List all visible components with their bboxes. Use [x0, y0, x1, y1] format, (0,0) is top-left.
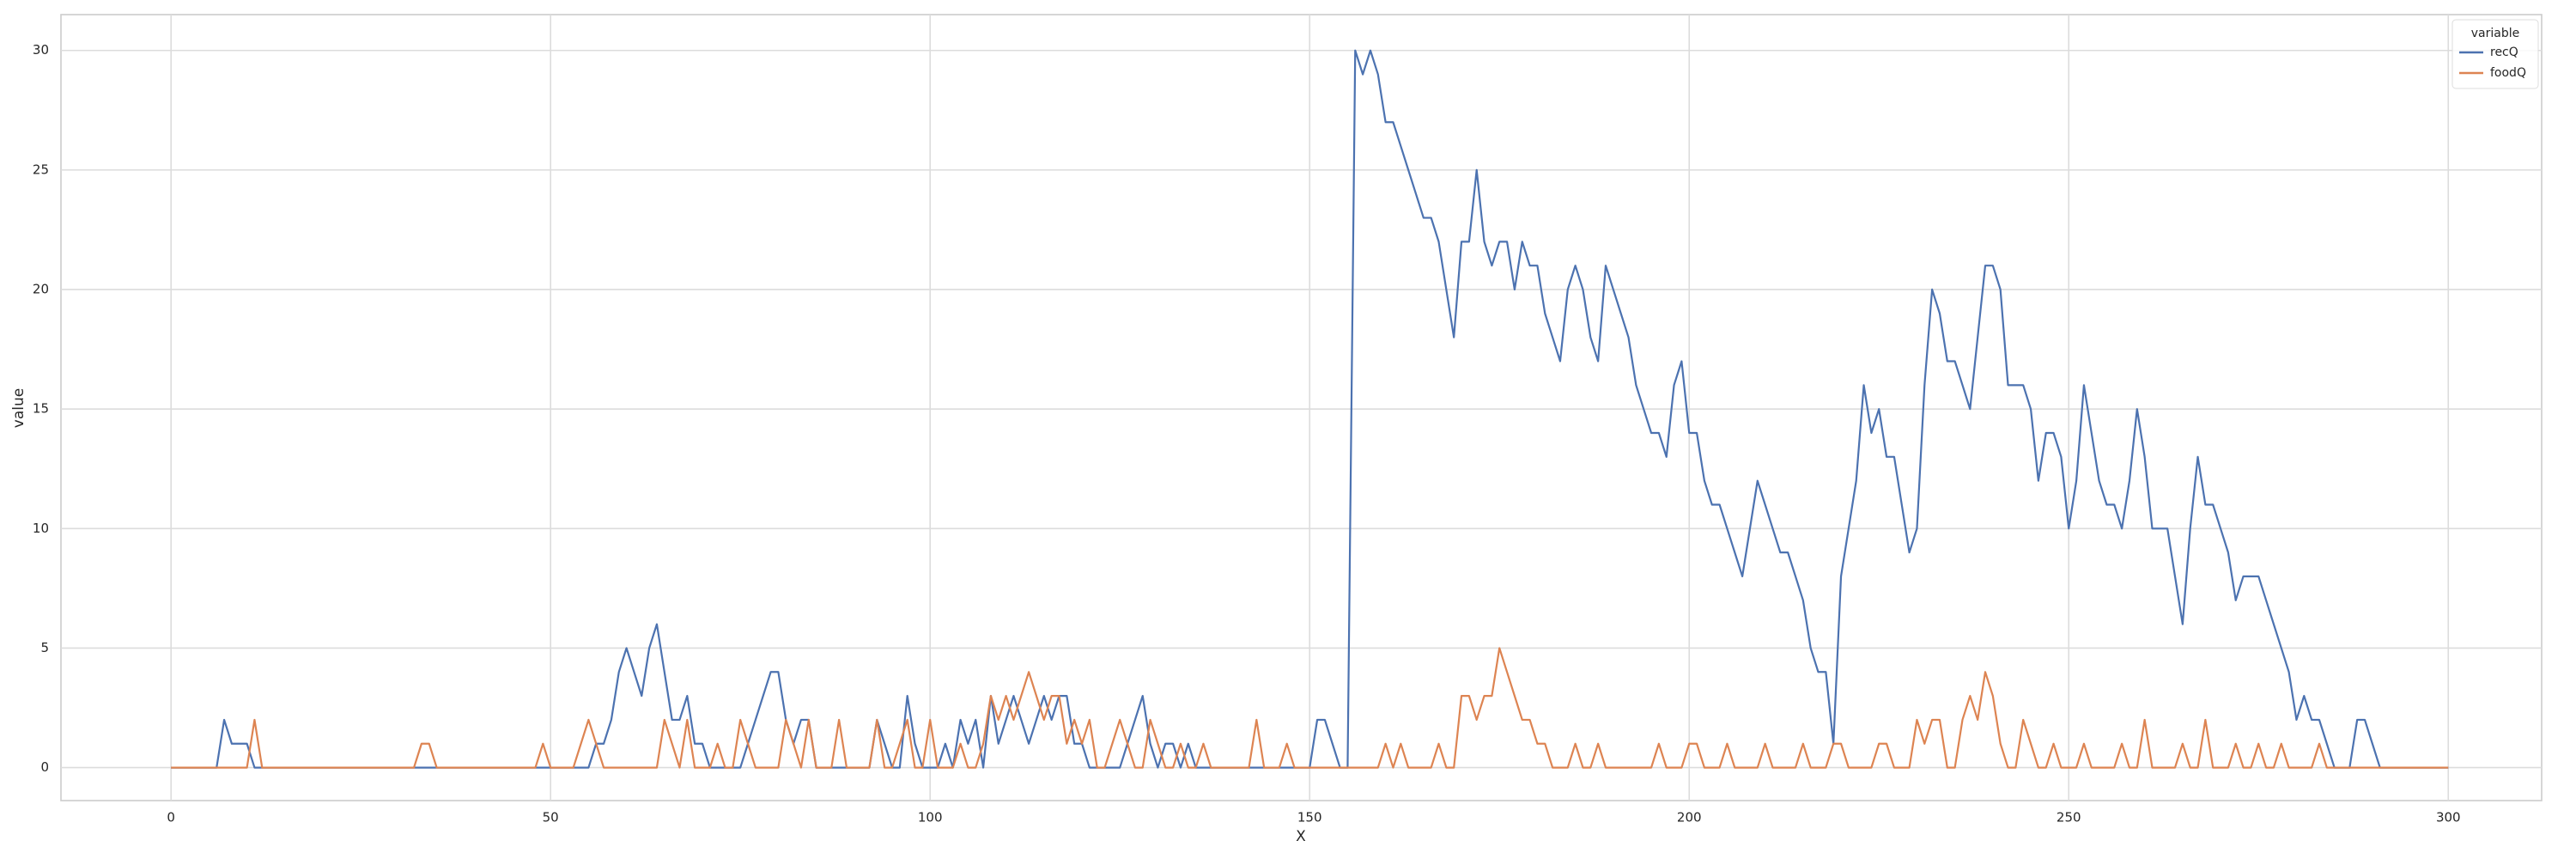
x-axis-label: X	[1296, 828, 1306, 845]
y-tick-label: 0	[40, 759, 49, 775]
y-tick-label: 5	[40, 640, 49, 655]
y-axis-label: value	[10, 388, 27, 428]
x-tick-label: 100	[918, 810, 943, 825]
x-tick-label: 300	[2436, 810, 2461, 825]
y-tick-label: 20	[33, 282, 49, 297]
legend-label: recQ	[2490, 46, 2518, 59]
series-line	[171, 647, 2449, 769]
x-tick-label: 150	[1297, 810, 1322, 825]
x-tick-label: 250	[2057, 810, 2081, 825]
legend-box	[2451, 19, 2539, 89]
y-tick-label: 30	[33, 42, 49, 58]
x-tick-label: 200	[1677, 810, 1702, 825]
y-tick-label: 15	[33, 401, 49, 417]
legend-title: variable	[2471, 27, 2519, 40]
plot-area	[60, 14, 2543, 801]
x-tick-label: 0	[167, 810, 175, 825]
x-tick-label: 50	[543, 810, 559, 825]
y-tick-label: 10	[33, 521, 49, 536]
y-tick-label: 25	[33, 161, 49, 177]
legend-label: foodQ	[2490, 66, 2526, 80]
